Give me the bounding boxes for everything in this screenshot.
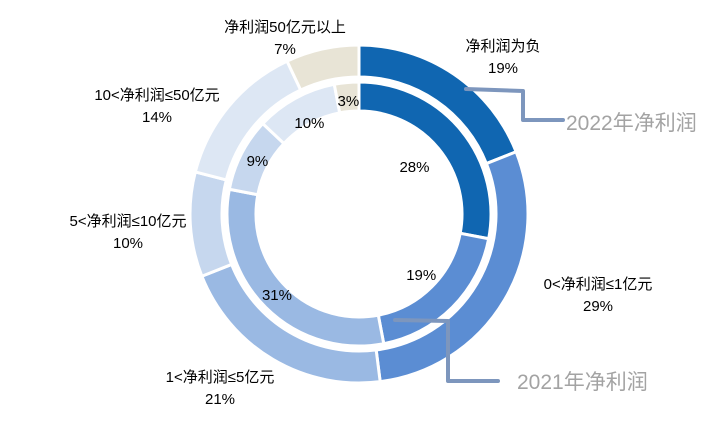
category-name: 1<净利润≤5亿元 [165, 369, 275, 386]
category-name: 净利润50亿元以上 [224, 19, 346, 36]
category-percent: 19% [487, 60, 519, 77]
inner-ring-data-label-4: 10% [294, 114, 325, 132]
category-name: 5<净利润≤10亿元 [69, 213, 187, 230]
outer-ring-category-label-5: 净利润50亿元以上 7% [224, 17, 346, 61]
callout-line-2022 [464, 87, 565, 122]
category-name: 10<净利润≤50亿元 [94, 87, 220, 104]
series-label-2021: 2021年净利润 [517, 371, 648, 394]
outer-ring-category-label-1: 0<净利润≤1亿元 29% [544, 274, 653, 318]
outer-ring-segment-5 [285, 43, 361, 93]
outer-ring-category-label-2: 1<净利润≤5亿元 21% [166, 367, 275, 411]
category-name: 0<净利润≤1亿元 [543, 276, 653, 293]
category-name: 净利润为负 [465, 38, 541, 55]
callout-line-2021 [393, 318, 500, 383]
outer-ring-category-label-0: 净利润为负 19% [465, 36, 540, 80]
inner-ring-data-label-0: 28% [399, 159, 430, 177]
category-percent: 7% [274, 41, 296, 58]
outer-ring-category-label-4: 10<净利润≤50亿元 14% [94, 85, 219, 129]
outer-ring-segment-3 [188, 170, 234, 279]
outer-ring-category-label-3: 5<净利润≤10亿元 10% [69, 211, 186, 255]
category-percent: 14% [141, 109, 173, 126]
inner-ring-data-label-5: 3% [337, 92, 360, 110]
inner-ring-data-label-3: 9% [246, 153, 269, 171]
category-percent: 21% [204, 391, 236, 408]
category-percent: 10% [112, 235, 144, 252]
inner-ring-data-label-2: 31% [261, 287, 292, 305]
inner-ring-segment-5 [332, 80, 361, 115]
category-percent: 29% [582, 298, 614, 315]
inner-ring-data-label-1: 19% [406, 267, 437, 285]
series-label-2022: 2022年净利润 [566, 112, 697, 135]
